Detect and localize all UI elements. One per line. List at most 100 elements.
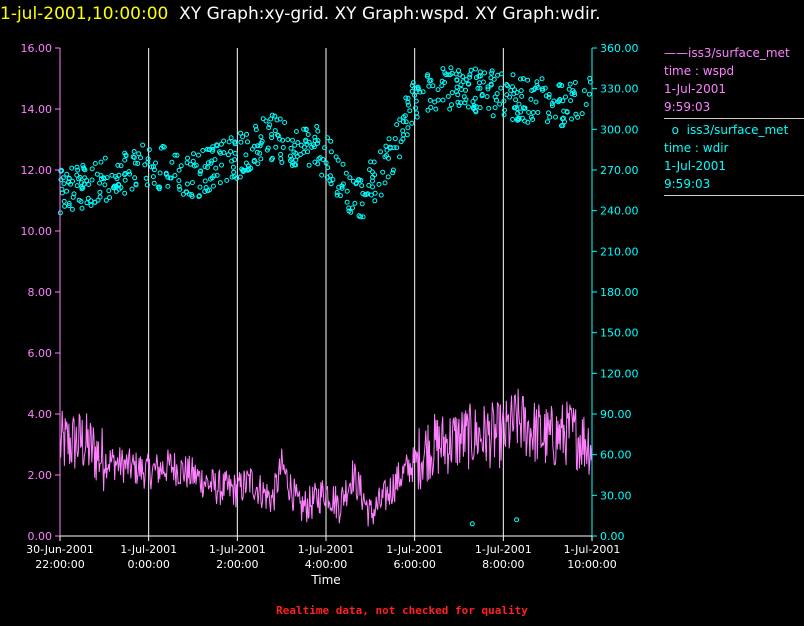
wdir-point bbox=[217, 180, 223, 186]
wdir-point bbox=[514, 517, 520, 523]
wdir-point bbox=[402, 113, 408, 119]
wdir-point bbox=[278, 156, 284, 162]
wdir-point bbox=[364, 191, 369, 197]
wdir-point bbox=[122, 190, 128, 196]
wdir-point bbox=[372, 198, 378, 204]
wdir-point bbox=[515, 110, 521, 116]
wdir-point bbox=[323, 160, 329, 166]
wdir-point bbox=[520, 115, 525, 121]
wdir-point bbox=[275, 132, 280, 138]
wdir-point bbox=[522, 106, 527, 111]
wdir-point bbox=[129, 186, 135, 192]
wdir-point bbox=[378, 149, 383, 155]
wdir-point bbox=[116, 182, 122, 188]
wdir-point bbox=[228, 149, 234, 154]
wdir-point bbox=[232, 150, 238, 156]
wdir-point bbox=[303, 126, 309, 132]
wdir-point bbox=[398, 139, 404, 145]
wdir-point bbox=[540, 86, 546, 92]
wdir-point bbox=[204, 146, 210, 152]
wdir-point bbox=[358, 177, 364, 183]
wdir-point bbox=[546, 94, 552, 100]
wdir-point bbox=[142, 162, 148, 168]
wdir-point bbox=[465, 81, 471, 87]
wdir-point bbox=[360, 214, 366, 220]
wdir-point bbox=[469, 521, 475, 527]
wdir-point bbox=[376, 181, 382, 187]
wdir-point bbox=[467, 74, 473, 80]
wdir-point bbox=[98, 159, 104, 165]
wdir-point bbox=[456, 68, 461, 74]
title-timestamp: 1-jul-2001,10:00:00 bbox=[0, 4, 169, 24]
wdir-point bbox=[545, 119, 550, 125]
wdir-point bbox=[184, 181, 190, 187]
wdir-point bbox=[335, 157, 341, 163]
wdir-point bbox=[185, 155, 190, 161]
wdir-point bbox=[64, 188, 70, 194]
wdir-point bbox=[282, 120, 288, 125]
wdir-point bbox=[470, 99, 476, 104]
wdir-point bbox=[278, 151, 284, 157]
wdir-point bbox=[354, 180, 359, 186]
wdir-point bbox=[449, 102, 454, 108]
wdir-point bbox=[455, 92, 461, 98]
wdir-point bbox=[344, 188, 350, 194]
wdir-point bbox=[254, 149, 260, 155]
wdir-point bbox=[425, 107, 431, 113]
wdir-point bbox=[467, 72, 473, 78]
wdir-point bbox=[163, 170, 169, 176]
wdir-point bbox=[428, 105, 434, 110]
wdir-point bbox=[459, 87, 464, 92]
wdir-point bbox=[504, 82, 510, 87]
wdir-point bbox=[477, 85, 483, 91]
wdir-point bbox=[225, 152, 231, 158]
wdir-point bbox=[145, 156, 151, 162]
wdir-point bbox=[547, 114, 553, 120]
wdir-point bbox=[347, 175, 353, 181]
wdir-point bbox=[440, 66, 446, 72]
wdir-point bbox=[409, 88, 415, 94]
wdir-point bbox=[258, 156, 264, 162]
wdir-point bbox=[155, 184, 161, 190]
wdir-point bbox=[61, 198, 67, 204]
wdir-point bbox=[385, 174, 391, 180]
y-left-tick-label: 12.00 bbox=[21, 164, 53, 177]
wdir-point bbox=[81, 181, 87, 187]
wdir-point bbox=[86, 182, 92, 187]
wdir-point bbox=[333, 154, 339, 160]
wdir-point bbox=[528, 96, 534, 102]
legend-source: iss3/surface_met bbox=[688, 46, 790, 60]
wdir-point bbox=[492, 105, 498, 111]
x-tick-label-time: 0:00:00 bbox=[127, 558, 169, 571]
wdir-point bbox=[74, 164, 80, 170]
wdir-point bbox=[518, 76, 523, 82]
wdir-point bbox=[277, 116, 283, 122]
wdir-point bbox=[516, 101, 522, 107]
wdir-point bbox=[79, 205, 85, 211]
wdir-point bbox=[477, 73, 483, 79]
wdir-point bbox=[211, 173, 217, 179]
wdir-point bbox=[535, 110, 541, 115]
wdir-point bbox=[132, 175, 138, 181]
wdir-point bbox=[327, 178, 333, 184]
wdir-point bbox=[132, 160, 138, 166]
wdir-point bbox=[288, 145, 294, 151]
wdir-point bbox=[79, 184, 85, 190]
wdir-point bbox=[264, 147, 270, 153]
wdir-point bbox=[405, 125, 411, 131]
wdir-point bbox=[380, 169, 386, 175]
wdir-point bbox=[186, 191, 192, 197]
wdir-point bbox=[511, 105, 517, 111]
wdir-point bbox=[80, 162, 86, 168]
wdir-point bbox=[97, 189, 103, 195]
wdir-point bbox=[440, 97, 446, 103]
wdir-point bbox=[390, 170, 396, 176]
y-right-tick-label: 0.00 bbox=[600, 530, 625, 543]
wdir-point bbox=[420, 89, 426, 95]
wdir-point bbox=[240, 134, 246, 140]
wdir-point bbox=[492, 94, 498, 100]
wdir-point bbox=[79, 186, 85, 192]
wdir-point bbox=[66, 176, 72, 182]
y-left-tick-label: 16.00 bbox=[21, 42, 53, 55]
wdir-point bbox=[557, 97, 563, 102]
